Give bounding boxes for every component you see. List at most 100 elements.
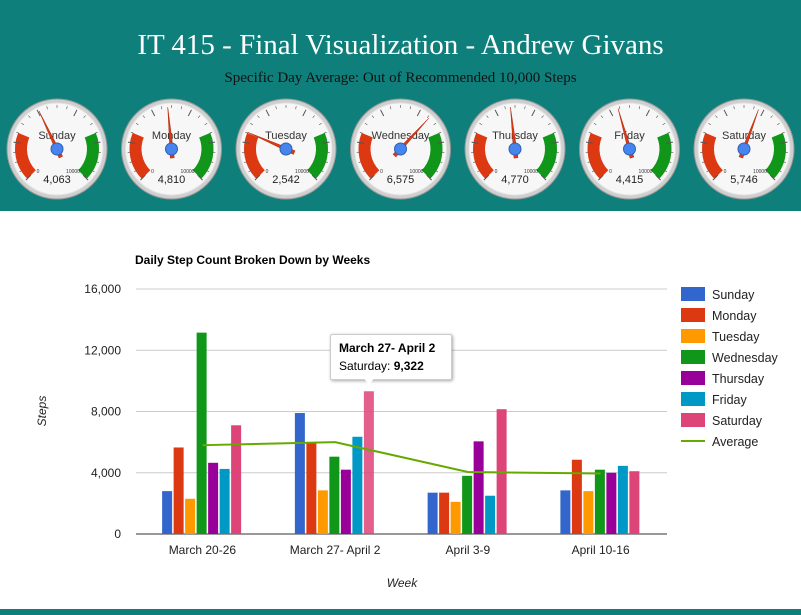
page-title: IT 415 - Final Visualization - Andrew Gi… (137, 29, 664, 61)
gauge-min-label: 0 (495, 169, 498, 175)
gauge-tick (257, 115, 260, 119)
gauge-day-label: Monday (152, 130, 192, 142)
y-tick-label: 0 (114, 527, 121, 541)
bar-saturday-april-10-16[interactable] (629, 471, 640, 534)
gauge-tick (753, 106, 755, 110)
gauge-hub (394, 142, 407, 156)
gauge-tick (664, 170, 668, 173)
legend-item-friday[interactable]: Friday (681, 392, 747, 407)
gauge-tick (587, 161, 591, 163)
gauge-max-label: 10000 (181, 169, 195, 175)
gauge-tick (547, 122, 551, 126)
bar-friday-march-20-26[interactable] (219, 468, 230, 534)
x-tick-label: April 3-9 (446, 543, 491, 557)
gauge-value-label: 5,746 (730, 174, 758, 186)
bar-saturday-march-20-26[interactable] (231, 425, 242, 534)
bar-saturday-march-27-april-2[interactable] (363, 391, 374, 534)
bar-monday-april-10-16[interactable] (571, 459, 582, 534)
tooltip-pointer (363, 377, 375, 385)
gauge-value-label: 4,770 (501, 174, 529, 186)
gauge-tick (151, 109, 156, 117)
legend-label: Saturday (712, 414, 763, 428)
bar-tuesday-april-10-16[interactable] (583, 491, 594, 534)
gauge-tick (187, 109, 192, 117)
bar-friday-april-3-9[interactable] (485, 495, 496, 534)
bar-sunday-april-10-16[interactable] (560, 490, 571, 534)
gauge-tick (723, 109, 728, 117)
gauge-tick (320, 170, 324, 173)
gauge-tick (135, 122, 139, 126)
bar-monday-march-27-april-2[interactable] (306, 442, 317, 534)
bar-friday-april-10-16[interactable] (617, 465, 628, 534)
gauge-tick (409, 106, 412, 110)
bar-wednesday-march-27-april-2[interactable] (329, 456, 340, 534)
bar-friday-march-27-april-2[interactable] (352, 436, 363, 534)
bar-sunday-march-20-26[interactable] (162, 491, 173, 534)
bar-wednesday-april-3-9[interactable] (462, 475, 473, 534)
legend-item-average[interactable]: Average (681, 435, 758, 449)
gauge-max-label: 10000 (295, 169, 309, 175)
gauge-day-label: Sunday (38, 130, 76, 142)
gauge-red-band (15, 132, 37, 179)
gauge-tick (160, 106, 163, 110)
gauge-tick (433, 122, 437, 126)
bar-sunday-march-27-april-2[interactable] (294, 413, 305, 534)
gauge-tick (553, 161, 557, 163)
bar-tuesday-april-3-9[interactable] (450, 501, 461, 534)
gauge-tick (133, 170, 137, 173)
bar-wednesday-april-10-16[interactable] (594, 469, 605, 534)
legend-item-tuesday[interactable]: Tuesday (681, 329, 760, 344)
legend-item-sunday[interactable]: Sunday (681, 287, 755, 302)
gauge-tick (245, 131, 249, 134)
gauge-tick (142, 115, 146, 119)
gauge-tick (645, 109, 650, 117)
bar-tuesday-march-27-april-2[interactable] (317, 490, 328, 534)
bar-sunday-april-3-9[interactable] (427, 492, 438, 534)
bar-thursday-april-10-16[interactable] (606, 472, 617, 534)
gauge-tick (667, 131, 671, 134)
y-tick-label: 16,000 (84, 282, 121, 296)
legend-item-monday[interactable]: Monday (681, 308, 757, 323)
gauge-tick (715, 115, 718, 119)
gauge-max-label: 10000 (524, 169, 538, 175)
gauge-tick (769, 174, 776, 181)
average-line[interactable] (202, 441, 601, 475)
legend-swatch (681, 308, 705, 322)
gauge-red-band (702, 132, 724, 179)
gauge-tick (28, 115, 31, 119)
bar-monday-march-20-26[interactable] (173, 447, 184, 534)
legend-item-thursday[interactable]: Thursday (681, 371, 765, 386)
bar-thursday-april-3-9[interactable] (473, 441, 484, 534)
gauge-tick (541, 115, 544, 119)
gauge-min-label: 0 (37, 169, 40, 175)
gauge-tick (207, 141, 216, 144)
gauge-tick (655, 174, 661, 181)
legend-item-wednesday[interactable]: Wednesday (681, 350, 779, 365)
bar-thursday-march-20-26[interactable] (208, 462, 219, 534)
gauge-tick (254, 174, 261, 181)
gauge-tick (91, 170, 95, 173)
legend-label: Tuesday (712, 330, 760, 344)
gauge-tick (474, 131, 478, 134)
bar-wednesday-march-20-26[interactable] (196, 332, 207, 534)
step-chart-area: Daily Step Count Broken Down by Weeks 0 4,… (0, 230, 801, 605)
bar-monday-april-3-9[interactable] (439, 492, 450, 534)
gauge-tick (82, 174, 89, 181)
gauge-tick (473, 161, 477, 163)
gauge-min-label: 0 (380, 169, 383, 175)
gauge-tick (668, 161, 672, 163)
bar-tuesday-march-20-26[interactable] (185, 498, 196, 534)
tooltip-label: Saturday: (339, 359, 391, 373)
gauge-row: Sunday0100004,063Monday0100004,810Tuesda… (6, 98, 795, 200)
legend-item-saturday[interactable]: Saturday (681, 413, 763, 428)
gauge-tick (209, 131, 213, 134)
legend-swatch (681, 350, 705, 364)
gauge-tick (206, 170, 210, 173)
bar-thursday-march-27-april-2[interactable] (340, 469, 351, 534)
x-tick-label: March 27- April 2 (290, 543, 381, 557)
gauge-tick (16, 131, 20, 134)
gauge-day-label: Friday (614, 130, 645, 142)
gauge-tick (438, 131, 442, 134)
gauge-tick (416, 109, 421, 117)
